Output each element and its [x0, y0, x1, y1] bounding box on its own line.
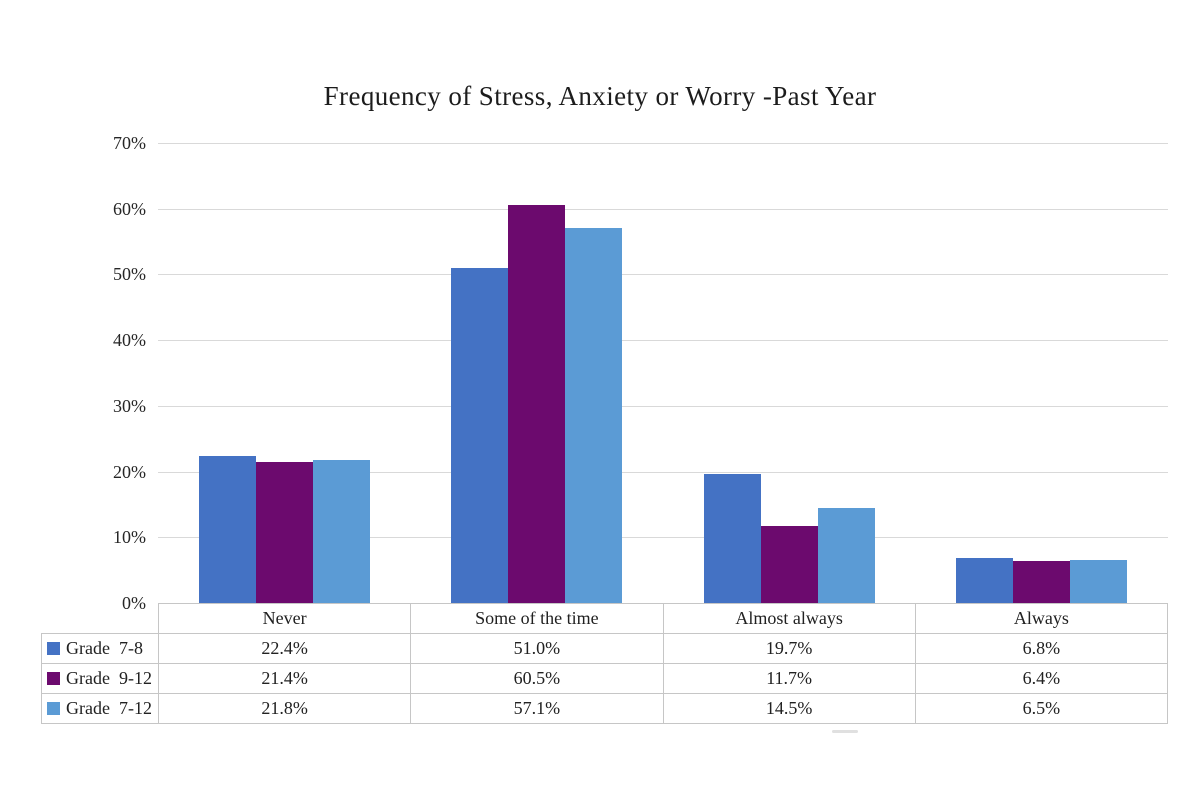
- value-cell: 22.4%: [157, 633, 412, 664]
- table-header-row: Never Some of the time Almost always Always: [42, 603, 1169, 634]
- y-tick-label: 20%: [113, 461, 146, 482]
- value-cell: 6.4%: [914, 663, 1169, 694]
- value-cell: 11.7%: [662, 663, 916, 694]
- legend-series-name: Grade 7-8: [66, 638, 143, 658]
- gridline-70: [158, 143, 1168, 144]
- legend-swatch-icon: [47, 642, 60, 655]
- value-cell: 14.5%: [662, 693, 916, 724]
- value-cell: 51.0%: [410, 633, 664, 664]
- gridline-10: [158, 537, 1168, 539]
- legend-swatch-icon: [47, 672, 60, 685]
- table-row: Grade 7-8 22.4% 51.0% 19.7% 6.8%: [41, 633, 1169, 664]
- category-header: Almost always: [662, 603, 916, 634]
- legend-cell: Grade 9-12: [41, 663, 159, 694]
- plot-area: [158, 143, 1168, 603]
- value-cell: 21.8%: [157, 693, 412, 724]
- smudge-artifact: [832, 730, 858, 733]
- bar-grade-7-12-always: [1070, 560, 1128, 603]
- value-cell: 6.8%: [914, 633, 1169, 664]
- bar-grade-7-8-always: [956, 558, 1014, 603]
- legend-swatch-icon: [47, 702, 60, 715]
- y-tick-label: 10%: [113, 527, 146, 548]
- chart-title: Frequency of Stress, Anxiety or Worry -P…: [323, 81, 877, 111]
- value-cell: 57.1%: [410, 693, 664, 724]
- category-header: Some of the time: [410, 603, 664, 634]
- legend-series-name: Grade 9-12: [66, 668, 152, 688]
- table-corner-cell: [42, 604, 159, 634]
- gridline-20: [158, 471, 1168, 473]
- gridline-40: [158, 340, 1168, 342]
- bar-grade-9-12-never: [255, 462, 313, 603]
- table-row: Grade 7-12 21.8% 57.1% 14.5% 6.5%: [41, 693, 1169, 724]
- table-row: Grade 9-12 21.4% 60.5% 11.7% 6.4%: [41, 663, 1169, 694]
- value-cell: 19.7%: [662, 633, 916, 664]
- legend-cell: Grade 7-8: [41, 633, 159, 664]
- bar-grade-7-8-almost-always: [703, 473, 761, 603]
- gridline-50: [158, 274, 1168, 276]
- y-tick-label: 50%: [113, 264, 146, 285]
- y-tick-label: 70%: [113, 133, 146, 153]
- bar-grade-9-12-almost-always: [760, 526, 818, 603]
- bar-grade-7-12-some-of-the-time: [565, 227, 623, 603]
- category-header: Never: [157, 603, 412, 634]
- value-cell: 60.5%: [410, 663, 664, 694]
- value-cell: 6.5%: [914, 693, 1169, 724]
- bar-grade-7-12-never: [312, 459, 370, 603]
- bar-grade-7-8-never: [198, 455, 256, 603]
- y-tick-label: 0%: [122, 593, 146, 613]
- gridline-60: [158, 208, 1168, 210]
- bar-grade-7-12-almost-always: [817, 507, 875, 603]
- bar-grade-7-8-some-of-the-time: [451, 267, 509, 603]
- bar-grade-9-12-always: [1013, 560, 1071, 603]
- bar-grade-9-12-some-of-the-time: [508, 205, 566, 603]
- gridline-30: [158, 405, 1168, 407]
- data-table: Never Some of the time Almost always Always…: [41, 603, 1169, 724]
- category-header: Always: [914, 603, 1169, 634]
- y-tick-label: 40%: [113, 330, 146, 351]
- y-tick-label: 60%: [113, 198, 146, 219]
- value-cell: 21.4%: [157, 663, 412, 694]
- legend-series-name: Grade 7-12: [66, 698, 152, 718]
- y-tick-label: 30%: [113, 395, 146, 416]
- legend-cell: Grade 7-12: [41, 693, 159, 724]
